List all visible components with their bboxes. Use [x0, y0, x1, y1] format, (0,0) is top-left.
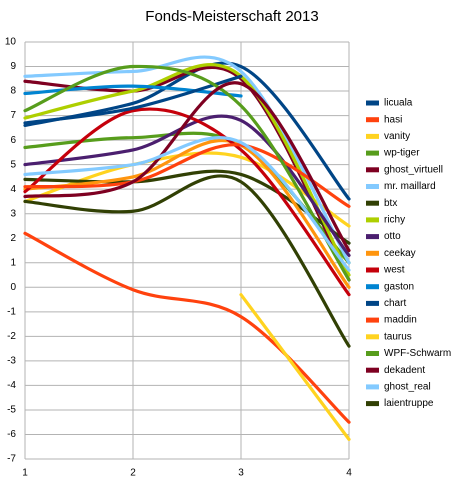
series-line	[23, 63, 351, 277]
legend-swatch	[366, 284, 379, 290]
legend-label: WPF-Schwarm	[384, 348, 451, 359]
y-tick-label: -4	[7, 380, 16, 391]
y-tick-label: 9	[10, 61, 16, 72]
legend-swatch	[366, 250, 379, 256]
legend-swatch	[366, 200, 379, 206]
legend-swatch	[366, 317, 379, 323]
legend-label: ceekay	[384, 248, 416, 259]
y-tick-label: 10	[5, 37, 17, 48]
legend-label: vanity	[384, 131, 410, 142]
y-tick-label: 8	[10, 86, 16, 97]
series-line	[23, 143, 351, 208]
x-tick-label: 2	[130, 468, 136, 479]
x-tick-label: 1	[22, 468, 28, 479]
series-line	[23, 84, 243, 98]
y-tick-label: -7	[7, 454, 16, 465]
series-line	[23, 138, 351, 289]
legend-swatch	[366, 100, 379, 106]
legend-label: btx	[384, 198, 397, 209]
series-line	[23, 114, 351, 258]
legend-label: licuala	[384, 98, 413, 109]
legend-swatch	[366, 184, 379, 189]
legend-swatch	[366, 384, 379, 390]
legend-label: ghost_real	[384, 382, 431, 393]
y-tick-label: 7	[10, 110, 16, 121]
series-line	[23, 81, 351, 253]
legend-label: chart	[384, 298, 406, 309]
legend-swatch	[366, 401, 379, 407]
legend-swatch	[366, 267, 379, 273]
legend-swatch	[366, 334, 379, 340]
x-tick-label: 3	[238, 468, 244, 479]
legend-swatch	[366, 367, 379, 373]
y-tick-label: -2	[7, 331, 16, 342]
legend-swatch	[366, 150, 379, 156]
y-tick-label: 6	[10, 135, 16, 146]
series-line	[23, 231, 351, 424]
series-line	[239, 293, 351, 441]
legend-label: hasi	[384, 114, 402, 125]
x-tick-label: 4	[346, 468, 352, 479]
y-tick-label: 0	[10, 282, 16, 293]
legend-swatch	[366, 300, 379, 306]
legend-label: maddin	[384, 315, 417, 326]
legend-label: gaston	[384, 281, 414, 292]
legend-swatch	[366, 234, 379, 240]
y-tick-label: -5	[7, 405, 16, 416]
legend-swatch	[366, 117, 379, 123]
legend-swatch	[366, 217, 379, 223]
y-tick-label: 5	[10, 159, 16, 170]
legend-swatch	[366, 351, 379, 356]
y-tick-label: 4	[10, 184, 16, 195]
series-line	[23, 64, 351, 282]
legend-swatch	[366, 133, 379, 139]
series-line	[23, 55, 351, 265]
legend-label: ghost_virtuell	[384, 164, 443, 175]
y-tick-label: 1	[10, 257, 16, 268]
legend-label: west	[383, 265, 405, 276]
series-line	[23, 136, 351, 272]
series-line	[23, 107, 351, 297]
legend-label: otto	[384, 231, 401, 242]
legend-label: taurus	[384, 331, 412, 342]
legend-label: laientruppe	[384, 398, 434, 409]
legend-label: dekadent	[384, 365, 425, 376]
legend-label: wp-tiger	[383, 148, 420, 159]
y-tick-label: -6	[7, 429, 16, 440]
y-tick-label: -1	[7, 306, 16, 317]
legend-label: mr. maillard	[384, 181, 436, 192]
legend-swatch	[366, 167, 379, 173]
chart-title: Fonds-Meisterschaft 2013	[145, 8, 318, 25]
y-tick-label: 2	[10, 233, 16, 244]
y-tick-label: -3	[7, 356, 16, 367]
y-tick-label: 3	[10, 208, 16, 219]
legend-label: richy	[384, 215, 405, 226]
series-line	[23, 174, 351, 348]
